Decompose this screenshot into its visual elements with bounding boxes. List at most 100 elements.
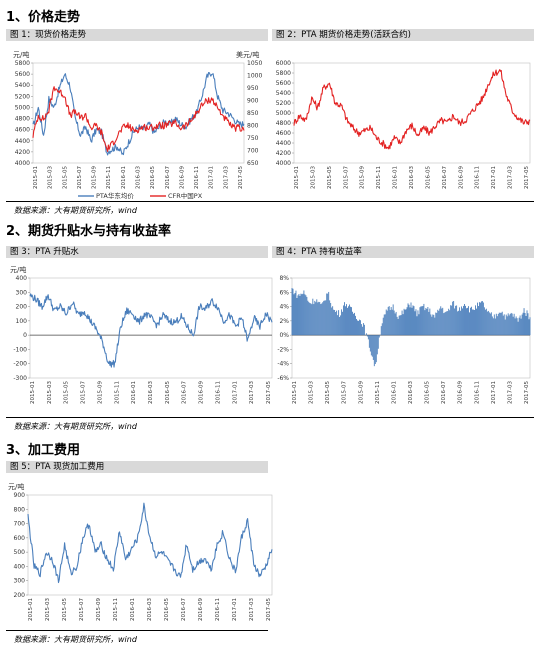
fig2-ytick-label: 4200	[276, 150, 291, 157]
fig5-xtick-label: 2016-11	[215, 598, 221, 621]
fig2-xtick-label: 2016-07	[442, 166, 448, 189]
fig3-ytick-label: 0	[23, 332, 27, 339]
fig3-series-line-0	[29, 293, 273, 368]
fig1-ytick-label: 4000	[15, 160, 30, 167]
fig3-ytick-label: 300	[16, 289, 28, 296]
fig5-ytick-label: 800	[14, 506, 26, 513]
fig2-xtick-label: 2017-05	[524, 166, 530, 189]
fig1-legend-label: CFR中国PX	[168, 191, 203, 200]
fig4-ytick-label: 6%	[279, 289, 289, 296]
fig1-ytick-label: 5600	[15, 71, 30, 78]
fig5-ytick-label: 700	[14, 521, 26, 528]
fig4-xtick-label: 2015-05	[325, 381, 331, 404]
fig1-ytick-label: 5000	[15, 104, 30, 111]
section-title-price-trend: 1、价格走势	[6, 10, 81, 25]
figure-3-caption: 图 3：PTA 升贴水	[6, 246, 268, 258]
figure-1-caption: 图 1：现货价格走势	[6, 29, 268, 41]
fig2-ytick-label: 5800	[276, 70, 291, 77]
fig2-series-line-0	[293, 69, 531, 150]
fig3-xtick-label: 2015-11	[114, 381, 120, 404]
fig2-xtick-label: 2016-09	[458, 166, 464, 189]
fig5-ytick-label: 600	[14, 535, 26, 542]
fig1-xtick-label: 2016-11	[194, 166, 200, 189]
section-title-basis-carry: 2、期货升贴水与持有收益率	[6, 224, 172, 239]
fig1-ytick-right-label: 850	[247, 110, 259, 117]
fig1-ytick-right-label: 900	[247, 98, 259, 105]
fig5-xtick-label: 2016-09	[198, 598, 204, 621]
fig4-ytick-label: 4%	[279, 304, 289, 311]
fig5-ytick-label: 200	[14, 592, 26, 599]
fig2-ytick-label: 5200	[276, 100, 291, 107]
fig2-xtick-label: 2015-09	[360, 166, 366, 189]
fig1-ytick-label: 4600	[15, 127, 30, 134]
fig2-xtick-label: 2016-11	[475, 166, 481, 189]
fig4-xtick-label: 2016-09	[458, 381, 464, 404]
fig2-xtick-label: 2017-03	[508, 166, 514, 189]
fig1-ytick-right-label: 700	[247, 148, 259, 155]
fig2-ytick-label: 5600	[276, 80, 291, 87]
fig2-xtick-label: 2017-01	[491, 166, 497, 189]
fig1-xtick-label: 2016-07	[165, 166, 171, 189]
fig1-ytick-right-label: 1050	[247, 60, 262, 67]
fig2-xtick-label: 2015-05	[327, 166, 333, 189]
fig2-xtick-label: 2016-03	[409, 166, 415, 189]
fig3-ytick-label: 200	[16, 304, 28, 311]
fig3-ytick-label: -200	[13, 361, 27, 368]
data-source-note-2: 数据来源：大有期货研究所，wind	[14, 422, 137, 431]
fig3-y-unit-label: 元/吨	[10, 265, 26, 274]
fig1-ytick-label: 4400	[15, 138, 30, 145]
fig3-xtick-label: 2015-07	[81, 381, 87, 404]
fig3-xtick-label: 2015-01	[30, 381, 36, 404]
fig4-xtick-label: 2015-11	[375, 381, 381, 404]
fig1-series-line-1	[32, 86, 245, 153]
fig5-xtick-label: 2017-03	[249, 598, 255, 621]
fig5-xtick-label: 2016-01	[130, 598, 136, 621]
fig5-xtick-label: 2015-09	[96, 598, 102, 621]
fig4-ytick-label: 2%	[279, 318, 289, 325]
fig4-ytick-label: -6%	[277, 375, 289, 382]
fig4-ytick-label: -2%	[277, 346, 289, 353]
fig5-xtick-label: 2016-05	[164, 598, 170, 621]
fig1-xtick-label: 2017-01	[209, 166, 215, 189]
fig3-xtick-label: 2017-05	[266, 381, 272, 404]
fig5-xtick-label: 2017-01	[232, 598, 238, 621]
fig3-xtick-label: 2016-07	[182, 381, 188, 404]
fig5-xtick-label: 2015-05	[62, 598, 68, 621]
fig1-xtick-label: 2015-05	[62, 166, 68, 189]
fig1-xtick-label: 2015-07	[77, 166, 83, 189]
fig4-ytick-label: 8%	[279, 275, 289, 282]
fig1-ytick-right-label: 1000	[247, 73, 262, 80]
figure-1-2-bottom-rule	[6, 201, 534, 202]
fig5-xtick-label: 2015-01	[28, 598, 34, 621]
figure-5-bottom-rule	[6, 630, 268, 631]
fig1-ytick-right-label: 800	[247, 123, 259, 130]
fig1-xtick-label: 2016-05	[150, 166, 156, 189]
fig4-ytick-label: 0%	[279, 332, 289, 339]
fig1-ytick-right-label: 650	[247, 160, 259, 167]
fig1-series-line-0	[32, 71, 245, 156]
fig4-xtick-label: 2015-09	[358, 381, 364, 404]
section-title-processing-fee: 3、加工费用	[6, 443, 81, 458]
fig3-plot-border	[29, 277, 273, 379]
fig1-xtick-label: 2016-01	[121, 166, 127, 189]
data-source-note-1: 数据来源：大有期货研究所，wind	[14, 206, 137, 215]
fig2-ytick-label: 4000	[276, 160, 291, 167]
fig3-xtick-label: 2015-09	[97, 381, 103, 404]
fig1-xtick-label: 2015-11	[106, 166, 112, 189]
fig2-ytick-label: 4800	[276, 120, 291, 127]
fig5-ytick-label: 900	[14, 492, 26, 499]
fig5-xtick-label: 2015-03	[45, 598, 51, 621]
fig2-xtick-label: 2015-11	[376, 166, 382, 189]
fig4-xtick-label: 2017-05	[524, 381, 530, 404]
fig2-ytick-label: 4400	[276, 140, 291, 147]
fig1-legend-label: PTA华东均价	[96, 191, 134, 200]
fig4-xtick-label: 2015-07	[342, 381, 348, 404]
fig1-ytick-label: 4200	[15, 149, 30, 156]
fig2-xtick-label: 2016-05	[425, 166, 431, 189]
fig3-xtick-label: 2016-03	[148, 381, 154, 404]
fig3-xtick-label: 2015-03	[47, 381, 53, 404]
fig1-xtick-label: 2015-03	[48, 166, 54, 189]
fig4-xtick-label: 2015-03	[309, 381, 315, 404]
fig3-xtick-label: 2016-05	[165, 381, 171, 404]
